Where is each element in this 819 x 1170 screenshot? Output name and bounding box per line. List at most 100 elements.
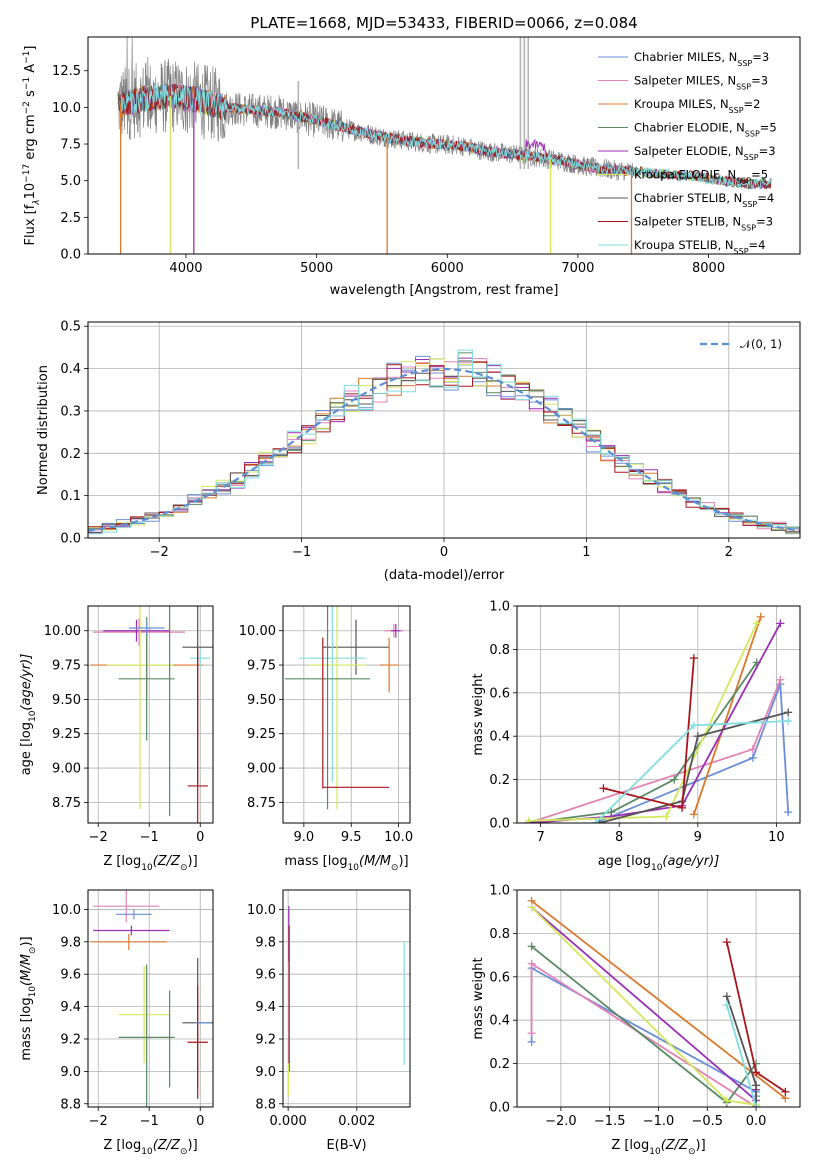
axes-frame bbox=[87, 889, 214, 1108]
spectrum-panel: 4000 5000 6000 7000 8000 0.0 2.5 5.0 7.5 10.0 12.5… bbox=[22, 14, 801, 298]
x-axis-label: mass [log10(M/M⊙)] bbox=[284, 854, 408, 873]
x-axis-label-part: (Z/Z bbox=[153, 854, 181, 869]
x-axis-label-part: 10 bbox=[141, 863, 153, 873]
x-tick-label: 9.0 bbox=[294, 830, 315, 845]
y-axis-label-part: (M/M bbox=[19, 954, 34, 986]
x-axis-label-part: age [log bbox=[598, 854, 651, 869]
x-tick-label: 0 bbox=[440, 545, 448, 560]
y-tick-label: 0.6 bbox=[489, 686, 510, 701]
errorbar-points bbox=[90, 890, 213, 1107]
y-tick-label: 9.4 bbox=[255, 1000, 276, 1015]
x-axis-label-part: Z [log bbox=[103, 1138, 141, 1153]
x-axis-label-part: ⊙ bbox=[391, 863, 399, 873]
x-tick-label: 0.002 bbox=[338, 1114, 375, 1129]
y-tick-label: 9.00 bbox=[52, 762, 81, 777]
legend-entry-text: Kroupa ELODIE, N bbox=[634, 168, 736, 182]
y-axis-label-part: 10 bbox=[23, 183, 38, 200]
errorbar-point-chabrier_elodie bbox=[284, 606, 371, 810]
x-tick-label: −1 bbox=[292, 545, 311, 560]
axes-frame bbox=[87, 36, 801, 255]
y-axis-label-part: −2 bbox=[22, 101, 32, 114]
x-tick-label: 8000 bbox=[692, 261, 725, 276]
y-tick-label: 0.4 bbox=[489, 730, 510, 745]
series-salpeter_stelib bbox=[722, 938, 790, 1096]
y-tick-label: 9.00 bbox=[247, 762, 276, 777]
axes-frame bbox=[87, 321, 801, 539]
x-tick-label: −1 bbox=[140, 830, 159, 845]
errorbar-point-salpeter_stelib bbox=[187, 985, 208, 1099]
age-vs-mass-panel: 9.0 9.5 10.0 8.75 9.00 9.25 9.50 9.75 10.00 mass … bbox=[239, 605, 413, 873]
y-axis-label-part: (age/yr)] bbox=[19, 654, 34, 711]
x-tick-label: −1.0 bbox=[643, 1114, 675, 1129]
x-axis-label-part: ⊙ bbox=[688, 1147, 696, 1157]
x-tick-label: −2 bbox=[89, 1114, 108, 1129]
model-spectrum-kroupa_stelib bbox=[120, 84, 772, 190]
y-tick-label: 0.1 bbox=[60, 489, 81, 504]
series-marker bbox=[527, 1037, 536, 1046]
x-axis-label: Z [log10(Z/Z⊙)] bbox=[611, 1138, 705, 1157]
weight-series bbox=[524, 612, 793, 823]
series-marker bbox=[693, 732, 702, 741]
series-marker bbox=[752, 619, 761, 628]
x-axis-label-part: Z [log bbox=[103, 854, 141, 869]
errorbar-point-chabrier_miles bbox=[116, 909, 152, 920]
legend-entry-tail: =2 bbox=[744, 97, 761, 111]
errorbar-point-kroupa_elodie bbox=[118, 966, 170, 1064]
y-tick-label: 0.8 bbox=[489, 643, 510, 658]
series-marker bbox=[722, 1001, 731, 1010]
axes-frame bbox=[516, 889, 801, 1108]
y-tick-label: 9.50 bbox=[52, 693, 81, 708]
y-tick-label: 0.2 bbox=[489, 773, 510, 788]
legend-entry-tail: =4 bbox=[757, 191, 774, 205]
histograms bbox=[88, 349, 800, 538]
x-axis-label: wavelength [Angstrom, rest frame] bbox=[330, 283, 559, 298]
y-axis-label-part: A bbox=[23, 64, 38, 77]
errorbar-point-chabrier_miles bbox=[128, 621, 165, 635]
series-marker bbox=[752, 1068, 761, 1077]
x-tick-label: 7000 bbox=[561, 261, 594, 276]
y-tick-label: 5.0 bbox=[60, 174, 81, 189]
axes-frame bbox=[87, 605, 214, 824]
y-tick-label: 8.8 bbox=[255, 1097, 276, 1112]
y-axis-label-part: λ bbox=[32, 199, 42, 205]
y-tick-label: 9.0 bbox=[255, 1065, 276, 1080]
y-tick-label: 0.0 bbox=[489, 1101, 510, 1116]
legend-entry-sub: SSP bbox=[729, 106, 744, 115]
legend-entry-text: Kroupa STELIB, N bbox=[634, 238, 734, 252]
legend-entry-kroupa_elodie: Kroupa ELODIE, NSSP=5 bbox=[634, 168, 768, 186]
legend-entry-sub: SSP bbox=[744, 153, 759, 162]
x-axis-label-part: )] bbox=[398, 854, 408, 869]
y-tick-label: 9.75 bbox=[52, 659, 81, 674]
x-tick-label: 0.000 bbox=[270, 1114, 307, 1129]
errorbar-point-kroupa_elodie bbox=[308, 606, 366, 810]
legend-entry-sub: SSP bbox=[741, 223, 756, 232]
series-marker bbox=[784, 717, 793, 726]
y-tick-label: 9.0 bbox=[60, 1065, 81, 1080]
legend-entry-tail: =3 bbox=[751, 74, 768, 88]
y-tick-label: 10.00 bbox=[44, 624, 81, 639]
errorbar-point-salpeter_miles bbox=[93, 618, 185, 646]
y-tick-label: 9.4 bbox=[60, 1000, 81, 1015]
legend-entry-sub: SSP bbox=[736, 176, 751, 185]
y-tick-label: 0.0 bbox=[489, 817, 510, 832]
y-tick-label: 7.5 bbox=[60, 138, 81, 153]
legend-entry-sub: SSP bbox=[745, 129, 760, 138]
y-tick-label: 0.6 bbox=[489, 970, 510, 985]
series-salpeter_stelib bbox=[599, 654, 698, 812]
errorbar-point-kroupa_elodie bbox=[106, 606, 174, 810]
series-salpeter_miles bbox=[527, 959, 761, 1107]
y-tick-label: 10.0 bbox=[52, 101, 81, 116]
series-marker bbox=[748, 745, 757, 754]
errorbar-point-kroupa_stelib bbox=[190, 649, 211, 667]
residuals-panel: −2 −1 0 1 2 0.0 0.1 0.2 0.3 0.4 0.5 𝒩(0, 1) (data-mo… bbox=[36, 320, 801, 583]
legend-entry-text: Salpeter MILES, N bbox=[634, 74, 736, 88]
series-marker bbox=[752, 1103, 761, 1107]
x-tick-label: 8 bbox=[615, 830, 623, 845]
y-axis-label-part: −1 bbox=[22, 77, 32, 90]
y-tick-label: 9.2 bbox=[60, 1032, 81, 1047]
legend-entry-tail: =5 bbox=[751, 168, 768, 182]
series-chabrier_elodie bbox=[524, 658, 761, 823]
errorbar-points bbox=[90, 606, 213, 823]
